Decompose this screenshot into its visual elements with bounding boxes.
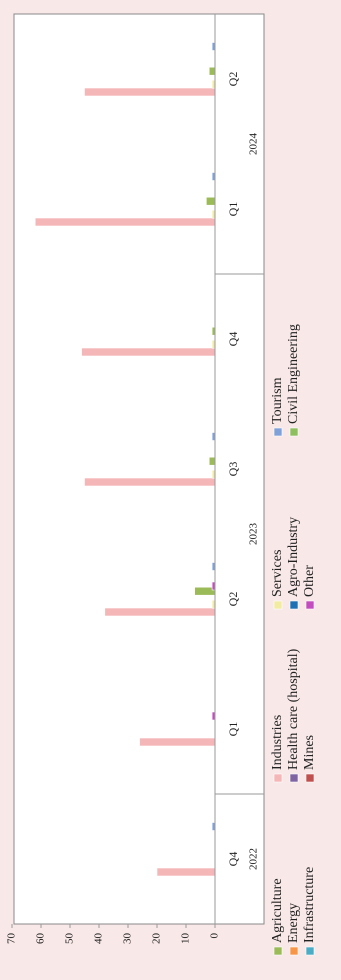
legend-swatch-tourism — [273, 427, 283, 437]
legend-swatch-industries — [273, 773, 283, 783]
legend-label-services: Services — [270, 550, 285, 597]
bar-industries-2 — [139, 737, 216, 747]
category-label: Q3 — [226, 462, 240, 477]
legend-label-infrastructure: Infrastructure — [302, 867, 317, 943]
year-label-2022: 2022 — [248, 848, 260, 870]
category-label: Q2 — [226, 72, 240, 87]
bar-industries-7 — [84, 87, 216, 97]
legend-label-agriculture: Agriculture — [270, 878, 285, 943]
legend-swatch-energy — [289, 946, 299, 956]
category-label: Q1 — [226, 722, 240, 737]
legend-item-mines: Mines — [302, 735, 317, 783]
legend-label-agro-industry: Agro-Industry — [286, 517, 301, 597]
value-tick-label: 70 — [6, 933, 18, 945]
legend-swatch-agro-industry — [289, 600, 299, 610]
plot-area — [13, 13, 265, 925]
value-tick-label: 0 — [209, 933, 221, 939]
legend-swatch-services — [273, 600, 283, 610]
bar-industries-6 — [34, 217, 216, 227]
bar-industries-1 — [156, 867, 216, 877]
bar-agriculture-6 — [206, 196, 216, 206]
value-tick-label: 60 — [35, 933, 47, 945]
legend-item-agriculture: Agriculture — [270, 878, 285, 956]
legend-item-tourism: Tourism — [270, 377, 285, 437]
category-label: Q4 — [226, 852, 240, 867]
axis-layer: 0 10 20 30 40 50 60 70 Q4 Q1 Q2 Q3 Q4 Q1 Q2 2022 2023 202… — [6, 14, 264, 944]
legend-item-energy: Energy — [286, 903, 301, 956]
legend-item-health-care-hospital: Health care (hospital) — [286, 648, 301, 783]
legend-item-services: Services — [270, 550, 285, 610]
legend-swatch-infrastructure — [305, 946, 315, 956]
legend-label-industries: Industries — [270, 715, 285, 770]
category-label: Q1 — [226, 202, 240, 217]
bar-industries-3 — [104, 607, 216, 617]
legend: Agriculture Energy Infrastructure Industrie… — [270, 324, 317, 956]
bars-layer — [34, 42, 216, 877]
year-label-2024: 2024 — [248, 133, 260, 156]
legend-swatch-other — [305, 600, 315, 610]
value-tick-label: 40 — [93, 933, 105, 945]
legend-swatch-mines — [305, 773, 315, 783]
year-label-2023: 2023 — [248, 523, 260, 546]
legend-label-energy: Energy — [286, 903, 301, 943]
legend-item-infrastructure: Infrastructure — [302, 867, 317, 956]
legend-item-industries: Industries — [270, 715, 285, 783]
legend-item-civil-engineering: Civil Engineering — [286, 324, 301, 437]
legend-item-other: Other — [302, 565, 317, 610]
legend-label-health-care-hospital: Health care (hospital) — [286, 648, 301, 770]
value-tick-label: 20 — [151, 933, 163, 945]
value-tick-label: 30 — [122, 933, 134, 945]
category-label: Q4 — [226, 332, 240, 347]
bar-agriculture-4 — [208, 456, 216, 466]
category-label: Q2 — [226, 592, 240, 607]
legend-swatch-health-care-hospital — [289, 773, 299, 783]
legend-label-mines: Mines — [302, 735, 317, 770]
legend-label-other: Other — [302, 565, 317, 597]
legend-swatch-agriculture — [273, 946, 283, 956]
value-tick-label: 10 — [180, 933, 192, 945]
legend-label-tourism: Tourism — [270, 377, 285, 424]
value-tick-label: 50 — [64, 933, 76, 945]
legend-item-agro-industry: Agro-Industry — [286, 517, 301, 610]
bar-industries-4 — [84, 477, 216, 487]
bar-industries-5 — [81, 347, 216, 357]
legend-swatch-civil-engineering — [289, 427, 299, 437]
legend-label-civil-engineering: Civil Engineering — [286, 324, 301, 424]
bar-agriculture-7 — [208, 66, 216, 76]
